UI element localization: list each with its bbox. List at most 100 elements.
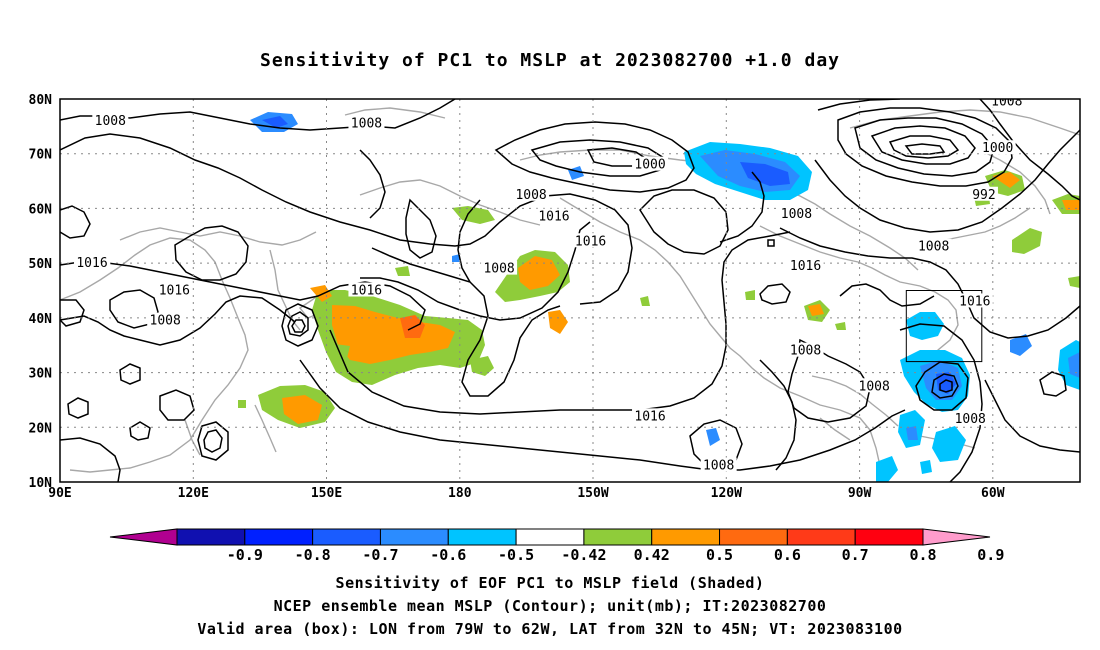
mslp-contours [60,99,1080,482]
colorbar-tick-label: 0.9 [977,546,1004,564]
contour-label: 1016 [76,256,107,271]
contour-label-bg [969,186,998,201]
contour-label: 1016 [634,409,665,424]
colorbar-swatch [651,528,721,546]
lat-label-30n: 30N [29,367,53,382]
colorbar-swatch [176,528,246,546]
contour-label-bg [915,238,952,253]
plot-title: Sensitivity of PC1 to MSLP at 2023082700… [259,50,840,71]
colorbar-tick-label: 0.6 [774,546,801,564]
contour-label: 1000 [634,158,665,173]
contour-label: 1008 [515,188,546,203]
colorbar-swatch [312,528,381,546]
colorbar-swatch [854,528,924,546]
contour-label-bg [572,233,609,248]
contour-label-bg [778,205,815,220]
contour-label-bg [952,411,989,426]
contour-label-bg [156,282,193,297]
contour-label: 1008 [703,459,734,474]
lon-label-90e: 90E [48,486,71,501]
contour-label: 1008 [781,207,812,222]
contour-label: 1000 [982,141,1013,156]
contour-label-bg [787,257,824,272]
contour-label-bg [632,408,669,423]
contour-label-bg [481,260,518,275]
lat-label-20n: 20N [29,421,53,436]
colorbar-tick-label: -0.8 [295,546,331,564]
contour-label: 1016 [790,259,821,274]
colorbar-tick-label: -0.5 [498,546,534,564]
contour-label: 1016 [159,284,190,299]
contour-label-bg [632,156,669,171]
contour-label-bg [787,342,824,357]
lat-label-40n: 40N [29,312,53,327]
contour-label-bg [513,186,550,201]
contour-label: 1008 [95,114,126,129]
lon-label-150e: 150E [311,486,342,501]
contour-label: 1008 [483,262,514,277]
lon-axis: 90E 120E 150E 180 150W 120W 90W 60W [48,486,1004,501]
contour-label: 1016 [1092,193,1100,208]
valid-area-box [905,290,983,363]
contour-label: 1008 [991,95,1022,110]
contour-label-bg [956,293,993,308]
lat-label-70n: 70N [29,148,53,163]
lat-label-10n: 10N [29,476,53,491]
contour-label: 1016 [538,210,569,225]
lon-label-180: 180 [448,486,472,501]
map-frame [59,98,1081,483]
contour-label: 1008 [150,314,181,329]
contour-label-bg [1089,192,1100,206]
colorbar-min-triangle [109,528,178,546]
lon-label-120e: 120E [178,486,209,501]
contour-label-bg [348,282,385,297]
contour-label-bg [979,140,1016,155]
contour-label: 992 [972,188,995,203]
caption-line-2: NCEP ensemble mean MSLP (Contour); unit(… [273,597,827,615]
contour-label-bg [988,99,1025,108]
contour-label-bg [92,112,129,127]
contour-label: 1008 [351,117,382,132]
contour-label-bg [348,115,385,130]
lon-label-120w: 120W [711,486,742,501]
lat-axis: 80N 70N 60N 50N 40N 30N 20N 10N [29,93,53,491]
colorbar-tick-label: -0.7 [362,546,398,564]
lon-label-90w: 90W [848,486,872,501]
lat-label-60n: 60N [29,202,53,217]
colorbar-swatch [719,528,788,546]
contour-label: 1016 [351,284,382,299]
colorbar-tick-label: 0.42 [634,546,670,564]
graticule [60,99,1080,482]
contour-label: 1008 [955,412,986,427]
colorbar-swatch [515,528,585,546]
lat-label-50n: 50N [29,257,53,272]
contour-labels: 1008 1008 1000 1008 1016 1016 1008 1000 992 1008 1… [74,95,1100,474]
colorbar-tick-label: 0.7 [842,546,869,564]
contour-label-bg [535,208,572,223]
colorbar-swatch [379,528,449,546]
colorbar-tick-label: -0.6 [430,546,466,564]
map-panel: 1008 1008 1000 1008 1016 1016 1008 1000 992 1008 1… [59,95,1100,483]
colorbar-tick-label: -0.42 [561,546,606,564]
colorbar-tick-label: 0.8 [909,546,936,564]
lon-label-60w: 60W [981,486,1005,501]
contour-label-bg [700,457,737,472]
colorbar-swatch [447,528,517,546]
contour-label: 1016 [575,234,606,249]
contour-label-bg [147,312,184,327]
contour-label-bg [856,378,893,393]
colorbar-swatch [583,528,653,546]
colorbar: -0.9 -0.8 -0.7 -0.6 -0.5 -0.42 0.42 0.5 0.6 0.7 0.… [109,528,1004,564]
contour-label: 1016 [959,294,990,309]
colorbar-tick-label: -0.9 [227,546,263,564]
colorbar-swatch [786,528,856,546]
contour-label-bg [74,255,111,270]
shaded-sensitivity [238,112,1080,482]
colorbar-swatch [244,528,314,546]
colorbar-max-triangle [922,528,991,546]
contour-label: 1008 [859,379,890,394]
lat-label-80n: 80N [29,93,53,108]
contour-label: 1008 [918,240,949,255]
caption-line-3: Valid area (box): LON from 79W to 62W, L… [197,620,903,638]
